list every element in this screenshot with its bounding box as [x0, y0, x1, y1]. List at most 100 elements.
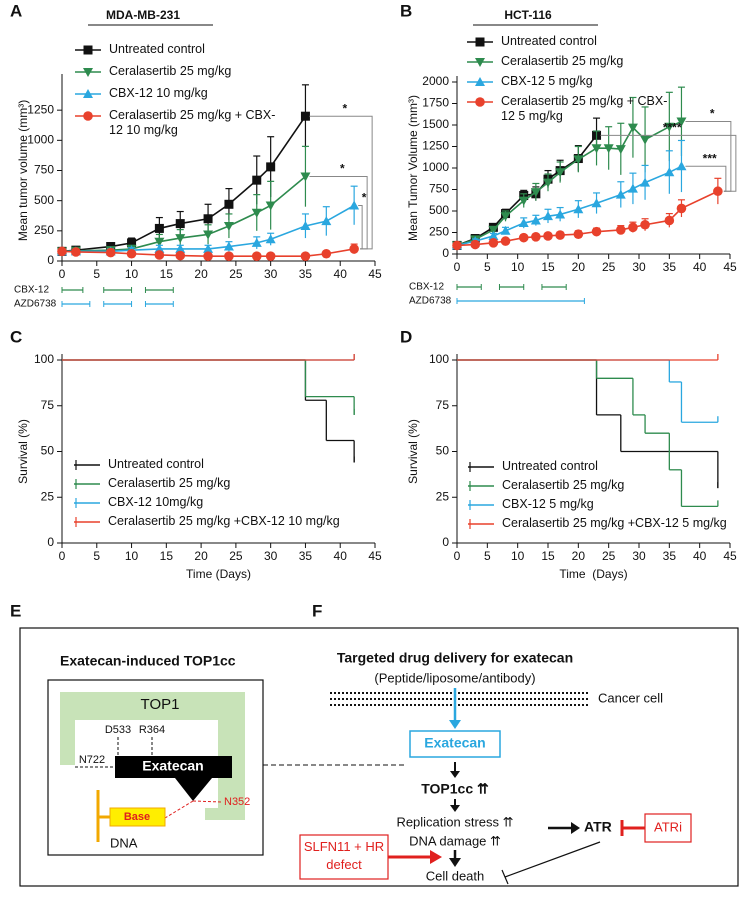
inhibit-line [504, 841, 601, 878]
drug-bar [115, 756, 232, 778]
x-tick-label: 5 [93, 267, 100, 281]
y-tick-label: 500 [34, 193, 54, 207]
marker [640, 135, 651, 145]
marker [251, 251, 262, 261]
legend-label: Ceralasertib 25 mg/kg + CBX-12 10 mg/kg [109, 108, 276, 137]
marker [251, 237, 262, 247]
x-tick-label: 15 [541, 260, 555, 274]
panel-letter: F [312, 601, 322, 620]
y-tick-label: 750 [34, 163, 54, 177]
y-tick-label: 250 [429, 225, 449, 239]
y-tick-label: 0 [47, 253, 54, 267]
marker [83, 45, 93, 55]
y-axis-title: Survival (%) [406, 419, 420, 484]
x-tick-label: 20 [572, 549, 586, 563]
marker [175, 234, 186, 244]
x-tick-label: 5 [93, 549, 100, 563]
marker [591, 144, 602, 154]
marker [203, 243, 214, 253]
bond [192, 800, 223, 803]
y-tick-label: 25 [436, 489, 450, 503]
y-tick-label: 2000 [422, 74, 449, 88]
outcome-label: Cell death [426, 868, 485, 883]
marker [475, 97, 485, 107]
residue: N722 [79, 754, 105, 766]
y-tick-label: 0 [442, 535, 449, 549]
marker [300, 251, 311, 261]
x-tick-label: 45 [723, 260, 737, 274]
legend-label: Ceralasertib 25 mg/kg [502, 478, 625, 492]
residue: N352 [224, 796, 250, 808]
marker [83, 111, 93, 121]
marker [676, 203, 687, 214]
marker [573, 204, 584, 214]
inhibitor-box [644, 813, 692, 843]
marker [664, 122, 675, 132]
legend-wrap: Ceralasertib 25 mg/kg [502, 478, 625, 492]
marker [175, 243, 186, 253]
legend-wrap: Ceralasertib 25 mg/kg +CBX-12 10 mg/kg [108, 514, 340, 528]
series-line [456, 134, 598, 247]
x-tick-label: 45 [368, 267, 382, 281]
arrow-head [571, 822, 580, 834]
marker [251, 208, 262, 218]
legend-label: Untreated control [108, 457, 204, 471]
marker [203, 214, 213, 224]
sig-bracket [309, 176, 368, 250]
x-tick-label: 0 [59, 549, 66, 563]
marker [573, 155, 584, 165]
y-tick-label: 100 [429, 352, 449, 366]
y-tick-label: 1500 [422, 117, 449, 131]
x-tick-label: 45 [723, 549, 737, 563]
marker [224, 251, 234, 261]
inner-box [47, 679, 264, 856]
marker [627, 183, 638, 193]
marker [603, 144, 614, 154]
marker [591, 198, 602, 208]
sig-bracket [358, 204, 363, 250]
sig-label: **** [663, 120, 682, 134]
arrow-head [449, 720, 461, 729]
marker [452, 240, 462, 251]
marker [628, 222, 638, 233]
marker [154, 243, 165, 253]
chart-title: MDA-MB-231 [106, 8, 180, 22]
marker [475, 58, 485, 67]
inhibitor-label: ATRi [654, 819, 682, 834]
top1-label: TOP1 [141, 696, 180, 713]
top1-shape [60, 692, 245, 820]
e-title: Exatecan-induced TOP1cc [60, 653, 236, 669]
x-tick-label: 20 [572, 260, 586, 274]
x-tick-label: 40 [334, 549, 348, 563]
marker [640, 177, 651, 187]
series-line [456, 190, 719, 247]
marker [300, 172, 311, 182]
marker [154, 223, 164, 233]
legend-label: Ceralasertib 25 mg/kg +CBX-12 10 mg/kg [108, 514, 340, 528]
sig-bracket [685, 165, 727, 192]
panel-letter: A [10, 1, 22, 20]
marker [203, 230, 214, 240]
marker [500, 225, 511, 235]
marker [518, 232, 529, 243]
y-tick-label: 75 [436, 398, 450, 412]
x-tick-label: 0 [454, 260, 461, 274]
marker [203, 251, 213, 261]
sig-bracket [309, 115, 373, 250]
legend-wrap: CBX-12 10mg/kg [108, 495, 203, 509]
dna-label: DNA [110, 835, 138, 850]
legend-wrap: Ceralasertib 25 mg/kg + CBX-12 10 mg/kg [109, 108, 276, 137]
chart-title: HCT-116 [504, 8, 552, 22]
legend-wrap: Ceralasertib 25 mg/kg +CBX-12 5 mg/kg [502, 516, 727, 530]
drug-wedge [175, 778, 212, 801]
f-subtitle: (Peptide/liposome/antibody) [374, 670, 535, 685]
legend-wrap: Untreated control [109, 42, 205, 56]
marker [500, 212, 511, 222]
marker [154, 237, 165, 247]
marker [266, 162, 276, 172]
y-tick-label: 1000 [422, 160, 449, 174]
marker [475, 77, 485, 86]
y-tick-label: 100 [34, 352, 54, 366]
legend-wrap: Ceralasertib 25 mg/kg [108, 476, 230, 490]
